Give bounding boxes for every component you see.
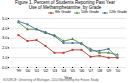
svg-text:'07: '07 (88, 68, 94, 73)
svg-text:'04: '04 (61, 68, 67, 73)
svg-text:'03: '03 (52, 68, 58, 73)
svg-text:'02: '02 (43, 68, 49, 73)
svg-text:'05: '05 (70, 68, 76, 73)
svg-text:1.0: 1.0 (2, 55, 8, 60)
svg-text:'06: '06 (79, 68, 85, 73)
svg-text:4.0: 4.0 (2, 25, 8, 30)
svg-text:5.0: 5.0 (2, 15, 8, 20)
svg-text:0.0: 0.0 (2, 64, 8, 69)
svg-text:3.0: 3.0 (2, 35, 8, 40)
svg-text:'99: '99 (16, 68, 22, 73)
svg-text:'10: '10 (115, 68, 121, 73)
svg-text:2.0: 2.0 (2, 45, 8, 50)
svg-text:'00: '00 (25, 68, 31, 73)
svg-text:'08: '08 (97, 68, 103, 73)
svg-text:'01: '01 (34, 68, 40, 73)
svg-text:'09: '09 (106, 68, 112, 73)
